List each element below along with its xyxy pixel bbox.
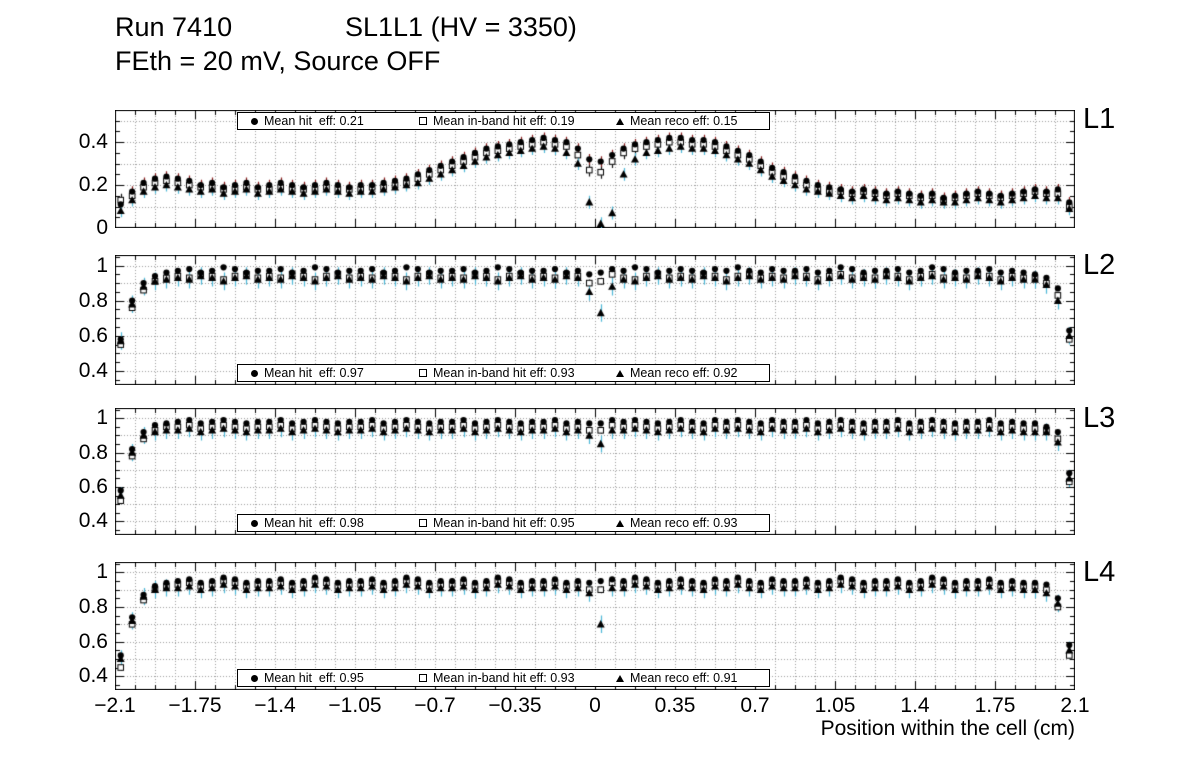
legend-l1: Mean hit eff: 0.21 Mean in-band hit eff: … <box>237 112 770 130</box>
setup-title: SL1L1 (HV = 3350) <box>345 12 577 42</box>
y-tick-label-l4: 0.4 <box>78 664 108 688</box>
legend-marker-triangle-icon <box>616 674 624 682</box>
x-tick-label: −2.1 <box>94 694 136 717</box>
y-tick-label-l3: 0.8 <box>78 440 108 464</box>
legend-l3: Mean hit eff: 0.98 Mean in-band hit eff: … <box>237 514 770 532</box>
y-tick-label-l2: 0.8 <box>78 288 108 312</box>
legend-marker-triangle-icon <box>616 117 624 125</box>
x-tick-label: −0.35 <box>488 694 542 717</box>
legend-l2: Mean hit eff: 0.97 Mean in-band hit eff: … <box>237 364 770 382</box>
y-tick-label-l4: 0.8 <box>78 594 108 618</box>
legend-label: Mean in-band hit eff: 0.93 <box>433 671 575 685</box>
legend-marker-circle-icon <box>251 674 258 682</box>
legend-item: Mean hit eff: 0.95 <box>238 671 419 685</box>
legend-marker-circle-icon <box>251 519 258 527</box>
legend-label: Mean reco eff: 0.91 <box>630 671 738 685</box>
legend-label: Mean reco eff: 0.15 <box>630 114 738 128</box>
legend-marker-circle-icon <box>251 117 258 125</box>
legend-label: Mean hit eff: 0.97 <box>264 366 364 380</box>
legend-item: Mean hit eff: 0.98 <box>238 516 419 530</box>
y-tick-label-l3: 0.4 <box>78 509 108 533</box>
x-tick-label: 1.4 <box>900 694 930 717</box>
x-tick-label: −1.4 <box>254 694 296 717</box>
legend-label: Mean hit eff: 0.21 <box>264 114 364 128</box>
y-tick-label-l3: 1 <box>96 406 108 430</box>
legend-marker-circle-icon <box>251 369 258 377</box>
y-tick-label-l1: 0.4 <box>78 130 108 154</box>
legend-item: Mean reco eff: 0.93 <box>616 516 769 530</box>
legend-item: Mean hit eff: 0.97 <box>238 366 419 380</box>
legend-label: Mean reco eff: 0.92 <box>630 366 738 380</box>
legend-label: Mean in-band hit eff: 0.19 <box>433 114 575 128</box>
y-tick-label-l2: 0.4 <box>78 358 108 382</box>
legend-item: Mean reco eff: 0.92 <box>616 366 769 380</box>
legend-item: Mean in-band hit eff: 0.19 <box>419 114 616 128</box>
x-tick-label: 0.35 <box>654 694 696 717</box>
y-tick-label-l4: 0.6 <box>78 629 108 653</box>
legend-label: Mean in-band hit eff: 0.95 <box>433 516 575 530</box>
y-tick-label-l2: 0.6 <box>78 323 108 347</box>
x-tick-label: 1.75 <box>974 694 1016 717</box>
x-tick-label: 1.05 <box>814 694 856 717</box>
y-tick-label-l2: 1 <box>96 253 108 277</box>
x-tick-label: 0 <box>589 694 601 717</box>
panel-label-l1: L1 <box>1083 103 1116 135</box>
legend-item: Mean in-band hit eff: 0.95 <box>419 516 616 530</box>
panel-label-l2: L2 <box>1083 249 1116 281</box>
x-tick-label: 0.7 <box>740 694 770 717</box>
legend-label: Mean in-band hit eff: 0.93 <box>433 366 575 380</box>
panel-l2-plot <box>115 255 1075 385</box>
legend-marker-triangle-icon <box>616 519 624 527</box>
legend-l4: Mean hit eff: 0.95 Mean in-band hit eff: … <box>237 669 770 687</box>
panel-l4-plot <box>115 562 1075 690</box>
legend-marker-square-icon <box>419 117 427 125</box>
y-tick-label-l1: 0.2 <box>78 173 108 197</box>
conditions-title: FEth = 20 mV, Source OFF <box>115 46 441 76</box>
x-tick-label: −1.75 <box>168 694 222 717</box>
legend-marker-triangle-icon <box>616 369 624 377</box>
panel-label-l4: L4 <box>1083 556 1116 588</box>
x-axis-title: Position within the cell (cm) <box>820 717 1075 740</box>
run-title: Run 7410 <box>115 12 233 42</box>
legend-item: Mean hit eff: 0.21 <box>238 114 419 128</box>
panel-label-l3: L3 <box>1083 402 1116 434</box>
x-tick-label: 2.1 <box>1060 694 1090 717</box>
y-tick-label-l4: 1 <box>96 560 108 584</box>
panel-l3-plot <box>115 408 1075 535</box>
legend-label: Mean reco eff: 0.93 <box>630 516 738 530</box>
legend-label: Mean hit eff: 0.95 <box>264 671 364 685</box>
x-tick-label: −0.7 <box>414 694 456 717</box>
legend-item: Mean reco eff: 0.91 <box>616 671 769 685</box>
y-tick-label-l3: 0.6 <box>78 474 108 498</box>
x-tick-label: −1.05 <box>328 694 382 717</box>
legend-item: Mean in-band hit eff: 0.93 <box>419 671 616 685</box>
legend-item: Mean reco eff: 0.15 <box>616 114 769 128</box>
legend-marker-square-icon <box>419 674 427 682</box>
legend-label: Mean hit eff: 0.98 <box>264 516 364 530</box>
legend-item: Mean in-band hit eff: 0.93 <box>419 366 616 380</box>
legend-marker-square-icon <box>419 369 427 377</box>
y-tick-label-l1: 0 <box>96 216 108 239</box>
legend-marker-square-icon <box>419 519 427 527</box>
